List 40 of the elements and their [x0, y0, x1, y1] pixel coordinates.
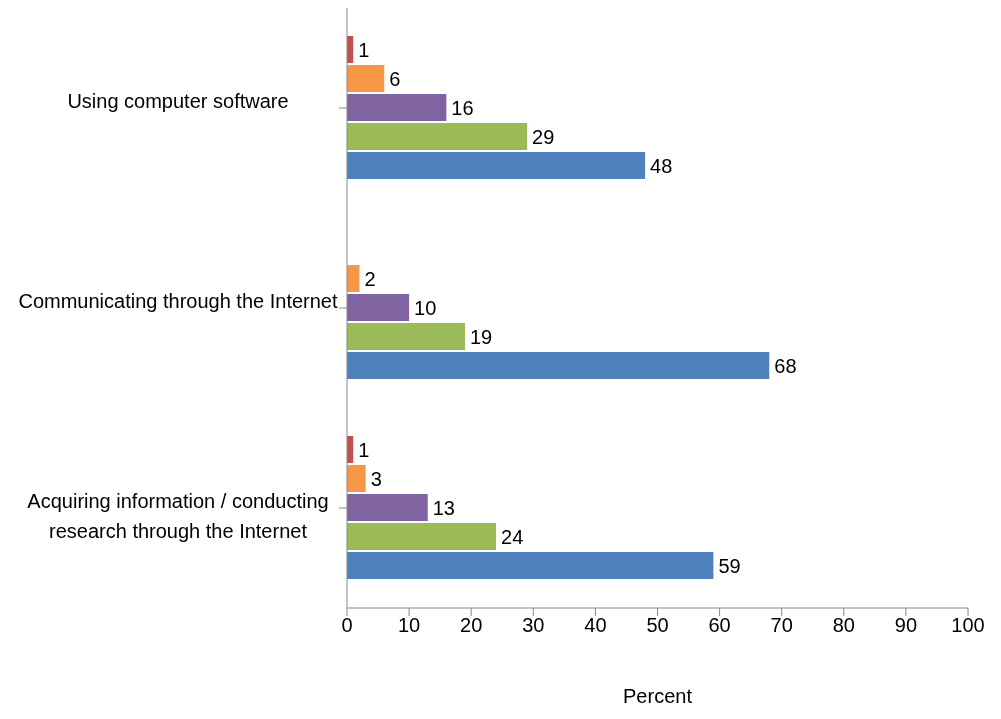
- x-tick-label: 100: [951, 614, 985, 637]
- data-label: 19: [469, 325, 493, 348]
- bar: [347, 352, 770, 379]
- data-label: 1: [358, 438, 370, 461]
- data-label: 1: [358, 38, 370, 61]
- bar: [347, 494, 428, 521]
- bar: [347, 65, 385, 92]
- y-tick-label: Using computer software: [67, 90, 289, 112]
- data-label: 59: [718, 554, 741, 577]
- x-tick-label: 80: [832, 614, 855, 637]
- bar: [347, 294, 410, 321]
- data-label: 29: [532, 125, 555, 148]
- bar: [347, 152, 646, 179]
- bar: [347, 123, 528, 150]
- data-label: 2: [364, 267, 376, 290]
- data-label: 16: [451, 96, 474, 119]
- data-label: 10: [414, 296, 437, 319]
- bar: [347, 465, 366, 492]
- data-label: 48: [650, 154, 673, 177]
- x-tick-label: 10: [397, 614, 421, 637]
- x-tick-label: 70: [770, 614, 793, 637]
- data-label: 24: [501, 525, 524, 548]
- data-label: 68: [774, 354, 797, 377]
- x-tick-label: 60: [708, 614, 731, 637]
- bar: [347, 552, 714, 579]
- x-tick-label: 30: [522, 614, 545, 637]
- x-tick-label: 0: [341, 614, 353, 637]
- data-label: 6: [389, 67, 401, 90]
- x-tick-label: 90: [894, 614, 918, 637]
- y-tick-label: Communicating through the Internet: [18, 290, 338, 312]
- x-tick-label: 40: [584, 614, 607, 637]
- bar: [347, 523, 497, 550]
- bar: [347, 323, 465, 350]
- bar: [347, 94, 447, 121]
- y-tick-label: Acquiring information / conducting research through the Internet: [27, 490, 329, 542]
- x-tick-label: 20: [460, 614, 483, 637]
- x-tick-label: 50: [646, 614, 669, 637]
- data-label: 13: [432, 496, 455, 519]
- data-label: 3: [370, 467, 382, 490]
- x-axis-title: Percent: [623, 685, 693, 707]
